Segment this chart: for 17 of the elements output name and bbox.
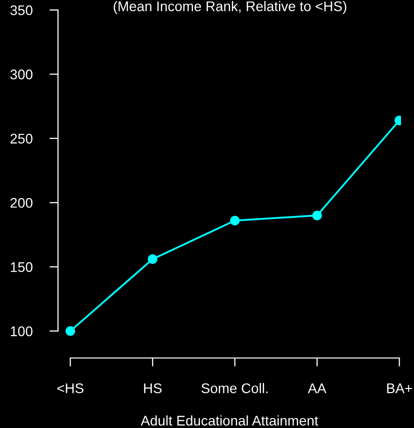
y-tick-label: 300 bbox=[10, 70, 32, 80]
x-tick-label: <HS bbox=[57, 383, 84, 394]
point bbox=[65, 326, 76, 336]
x-tick-label: BA+ bbox=[387, 384, 412, 394]
y-tick-label: 100 bbox=[10, 326, 32, 336]
x-tick-label: HS bbox=[144, 383, 162, 394]
y-tick-label: 150 bbox=[10, 262, 32, 272]
point bbox=[230, 216, 240, 226]
x-tick-label: Some Coll. bbox=[202, 383, 268, 394]
chart-title: (Mean Income Rank, Relative to <HS) bbox=[114, 1, 346, 14]
y-tick-label: 350 bbox=[10, 5, 32, 16]
y-tick-label: 250 bbox=[10, 134, 32, 144]
x-tick-label: AA bbox=[308, 384, 326, 394]
x-axis-title: Adult Educational Attainment bbox=[140, 415, 318, 426]
y-tick-label: 200 bbox=[10, 198, 32, 208]
point bbox=[312, 210, 322, 220]
point bbox=[148, 254, 158, 264]
